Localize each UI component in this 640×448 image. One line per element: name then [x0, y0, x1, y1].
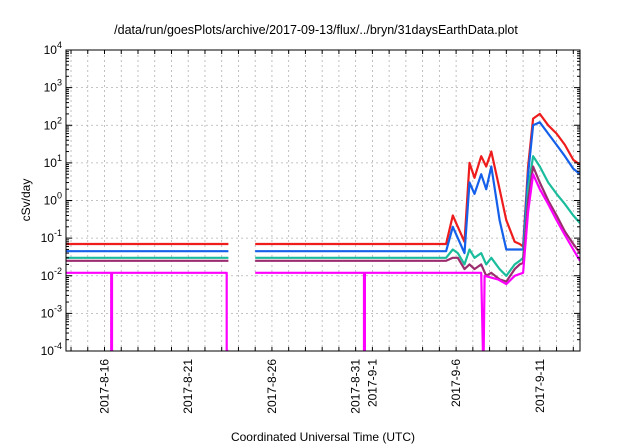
- y-tick-mantissa: 10: [44, 81, 58, 95]
- x-axis: 2017-8-16 2017-8-21 2017-8-26 2017-8-31 2017…: [70, 50, 574, 414]
- y-tick-exponent: -2: [54, 266, 62, 276]
- y-tick-label: 100: [44, 191, 62, 208]
- y-tick-label: 10-2: [41, 266, 62, 283]
- x-tick-label: 2017-8-26: [265, 359, 279, 414]
- y-tick-mantissa: 10: [44, 118, 58, 132]
- series-line-2: [66, 121, 580, 255]
- y-tick-mantissa: 10: [44, 156, 58, 170]
- series-line-4: [66, 165, 580, 283]
- y-tick-label: 102: [44, 115, 62, 132]
- x-axis-label: Coordinated Universal Time (UTC): [231, 430, 415, 444]
- chart-title: /data/run/goesPlots/archive/2017-09-13/f…: [114, 23, 518, 37]
- y-tick-label: 10-4: [41, 341, 62, 358]
- y-tick-mantissa: 10: [41, 306, 55, 320]
- x-tick-label: 2017-8-31: [349, 359, 363, 414]
- y-tick-mantissa: 10: [44, 194, 58, 208]
- y-tick-label: 10-1: [41, 228, 62, 245]
- y-tick-mantissa: 10: [44, 43, 58, 57]
- y-axis-label: cSv/day: [19, 179, 33, 222]
- x-tick-label: 2017-9-11: [533, 359, 547, 413]
- y-tick-label: 103: [44, 78, 62, 95]
- y-tick-exponent: 2: [57, 115, 62, 125]
- y-tick-mantissa: 10: [41, 231, 55, 245]
- y-tick-exponent: -3: [54, 303, 62, 313]
- y-tick-mantissa: 10: [41, 344, 55, 358]
- y-tick-label: 10-3: [41, 303, 62, 320]
- series-group: [66, 112, 580, 351]
- y-tick-label: 101: [44, 153, 62, 170]
- y-tick-exponent: -1: [54, 228, 62, 238]
- series-line-1: [66, 112, 580, 248]
- y-tick-label: 104: [44, 40, 62, 57]
- y-tick-exponent: 3: [57, 78, 62, 88]
- x-tick-label: 2017-8-21: [181, 359, 195, 414]
- y-tick-mantissa: 10: [41, 269, 55, 283]
- y-tick-exponent: 4: [57, 40, 62, 50]
- x-tick-label: 2017-9-1: [365, 359, 379, 407]
- series-line-5: [66, 173, 580, 351]
- y-tick-exponent: -4: [54, 341, 62, 351]
- x-tick-label: 2017-9-6: [449, 359, 463, 407]
- series-line-3: [66, 155, 580, 277]
- y-tick-exponent: 1: [57, 153, 62, 163]
- y-tick-exponent: 0: [57, 191, 62, 201]
- x-tick-label: 2017-8-16: [98, 359, 112, 414]
